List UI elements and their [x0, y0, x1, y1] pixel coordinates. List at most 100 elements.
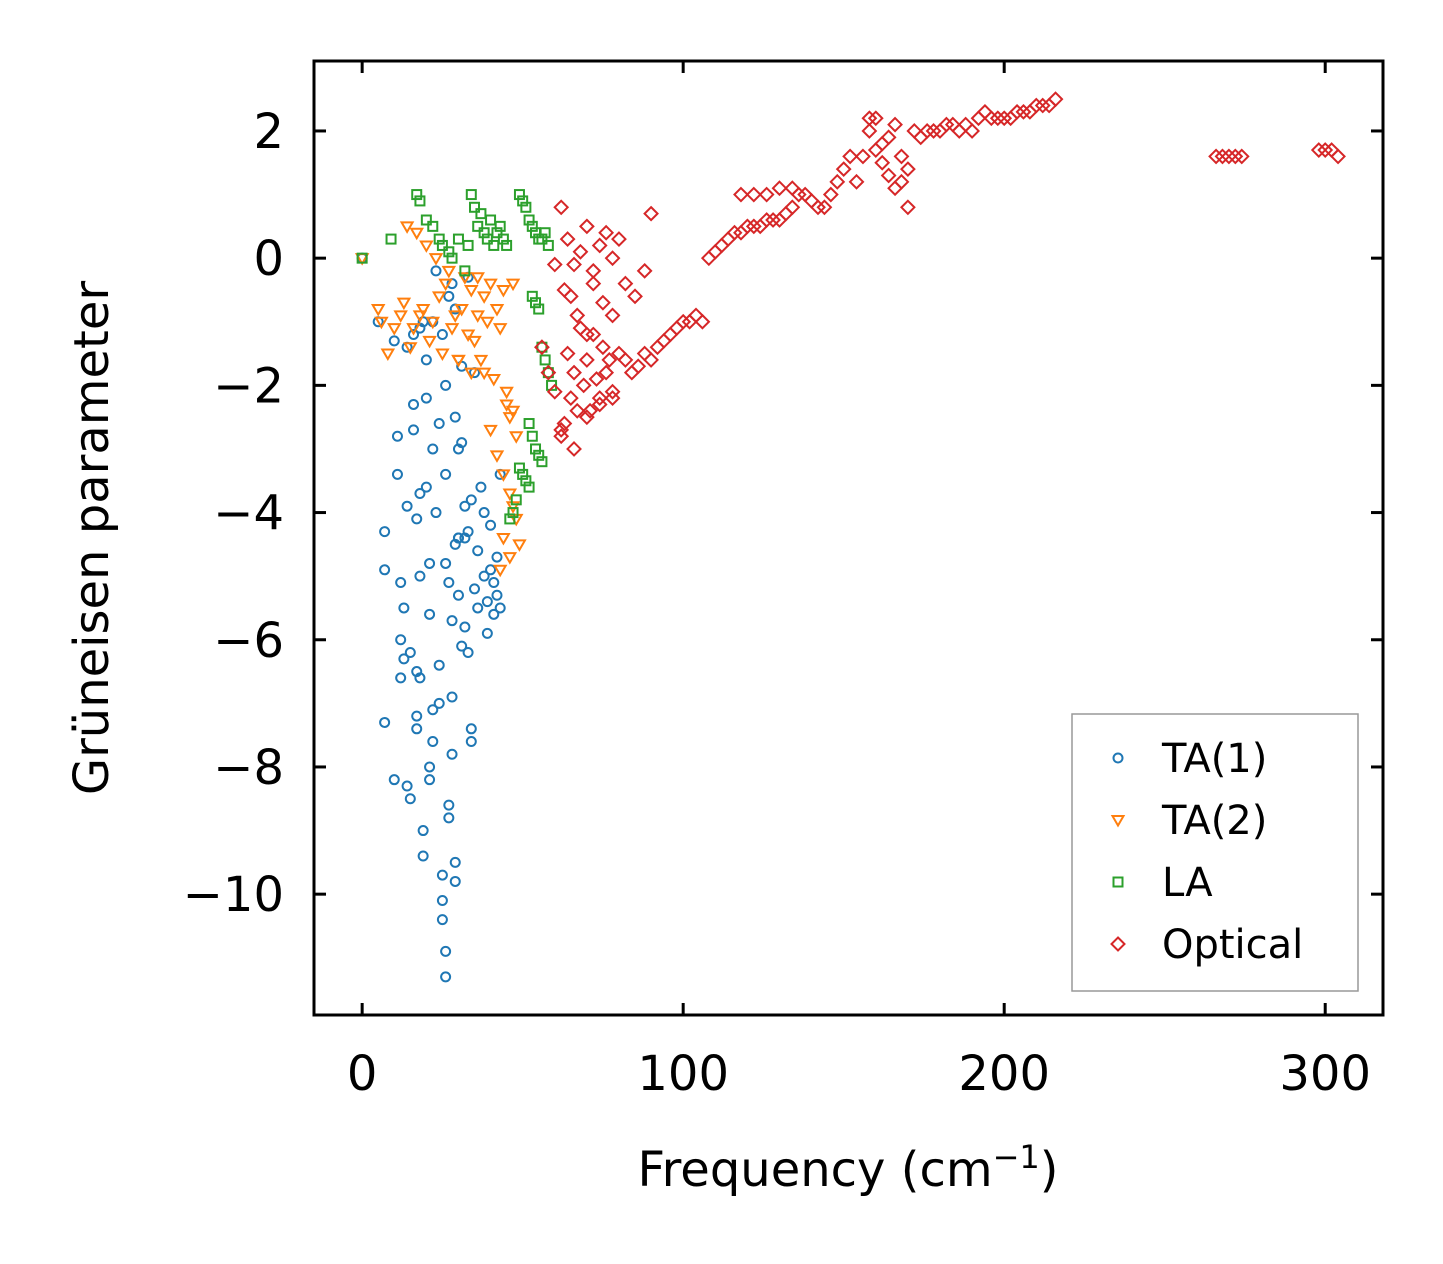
data-point [380, 348, 396, 362]
data-point [919, 123, 936, 139]
data-point [462, 239, 474, 251]
data-point [499, 386, 514, 400]
data-point [446, 748, 458, 760]
data-point [601, 352, 618, 368]
data-point [436, 869, 448, 881]
data-point [488, 608, 500, 620]
y-tick-label: −8 [213, 740, 284, 796]
data-point [409, 227, 424, 241]
x-axis-title-superscript: −1 [993, 1138, 1040, 1176]
data-point [467, 335, 482, 349]
data-point [454, 304, 469, 317]
data-point [989, 110, 1006, 127]
data-point [502, 488, 518, 501]
data-point [542, 367, 554, 379]
data-point [598, 224, 615, 241]
x-tick-label: 300 [1279, 1046, 1371, 1102]
data-point [1208, 148, 1224, 165]
data-point [408, 424, 420, 436]
data-point [475, 481, 487, 493]
data-point [406, 323, 421, 336]
data-point [478, 507, 490, 519]
data-point [440, 379, 452, 391]
data-point [509, 431, 524, 444]
data-point [411, 513, 423, 525]
data-point [530, 297, 542, 309]
data-point [485, 519, 497, 531]
legend-item: TA(2) [1110, 798, 1267, 844]
data-point [842, 148, 859, 165]
data-point [356, 252, 368, 264]
data-point [546, 256, 563, 273]
legend-item: TA(1) [1112, 736, 1267, 782]
data-point [459, 265, 471, 277]
data-point [627, 288, 643, 305]
data-point [517, 195, 529, 207]
data-point [588, 371, 605, 387]
data-point [399, 221, 415, 234]
data-point [388, 774, 400, 786]
data-point [562, 288, 579, 305]
data-point [465, 494, 477, 506]
data-point [758, 212, 775, 228]
data-point [476, 367, 492, 381]
data-point [425, 316, 441, 330]
data-point [1317, 142, 1334, 158]
data-point [456, 437, 468, 449]
legend-label: LA [1162, 860, 1213, 906]
data-point [486, 374, 502, 387]
data-point [533, 449, 545, 461]
data-point [462, 526, 474, 538]
data-point [566, 364, 582, 381]
y-tick-label: −2 [213, 358, 284, 414]
data-point [404, 646, 416, 658]
data-point [393, 310, 408, 323]
data-point [489, 450, 505, 463]
data-point [970, 110, 987, 127]
legend-label: TA(2) [1161, 798, 1267, 844]
data-point [489, 304, 505, 317]
data-point [713, 237, 730, 254]
data-point [424, 774, 436, 786]
data-point [604, 307, 621, 324]
data-point [491, 589, 503, 601]
data-point [1227, 148, 1244, 165]
y-tick-label: −4 [213, 486, 284, 542]
data-point [469, 583, 481, 595]
legend: TA(1) TA(2) LA Optical [1071, 713, 1359, 992]
data-point [585, 275, 602, 292]
data-point [765, 212, 781, 228]
legend-marker [1112, 752, 1124, 764]
data-point [1214, 148, 1231, 165]
data-point [414, 487, 426, 499]
data-point [446, 252, 458, 264]
x-tick-label: 0 [347, 1046, 378, 1102]
data-point [771, 180, 788, 197]
data-point [496, 284, 511, 298]
data-point [623, 364, 640, 381]
data-point [417, 825, 429, 837]
data-point [430, 265, 442, 277]
data-point [1330, 148, 1346, 165]
data-point [470, 272, 485, 285]
data-point [784, 180, 801, 197]
data-point [427, 443, 439, 455]
data-point [433, 697, 445, 709]
legend-item: LA [1112, 860, 1213, 906]
data-point [443, 799, 455, 811]
data-point [861, 123, 878, 139]
data-point [395, 577, 407, 589]
legend-box [1071, 713, 1359, 992]
data-point [472, 545, 484, 557]
data-point [433, 233, 445, 245]
data-point [1028, 97, 1045, 114]
data-point [575, 377, 592, 394]
data-point [385, 233, 397, 245]
data-point [417, 850, 429, 862]
data-point [443, 577, 455, 589]
data-point [480, 316, 495, 330]
data-point [513, 462, 525, 474]
data-point [427, 704, 439, 716]
data-point [436, 895, 448, 907]
data-point [449, 856, 461, 868]
